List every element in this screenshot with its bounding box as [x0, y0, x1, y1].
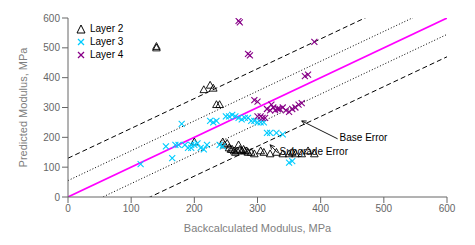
svg-text:100: 100 — [123, 203, 140, 214]
svg-text:200: 200 — [186, 203, 203, 214]
svg-text:100: 100 — [43, 162, 60, 173]
svg-text:Subgrade Error: Subgrade Error — [280, 146, 349, 157]
svg-text:200: 200 — [43, 132, 60, 143]
html-text:Layer 4: Layer 4 — [90, 49, 124, 60]
svg-text:300: 300 — [43, 102, 60, 113]
svg-text:500: 500 — [375, 203, 392, 214]
svg-text:Backcalculated Modulus, MPa: Backcalculated Modulus, MPa — [184, 222, 332, 234]
svg-text:400: 400 — [312, 203, 329, 214]
svg-text:600: 600 — [439, 203, 456, 214]
svg-text:0: 0 — [54, 192, 60, 203]
svg-text:300: 300 — [249, 203, 266, 214]
svg-text:Base Error: Base Error — [340, 132, 388, 143]
html-text:Layer 2: Layer 2 — [90, 23, 124, 34]
svg-text:0: 0 — [65, 203, 71, 214]
svg-text:600: 600 — [43, 13, 60, 24]
svg-text:Predicted Modulus, MPa: Predicted Modulus, MPa — [17, 47, 29, 168]
svg-text:500: 500 — [43, 42, 60, 53]
html-text:Layer 3: Layer 3 — [90, 36, 124, 47]
svg-text:400: 400 — [43, 72, 60, 83]
